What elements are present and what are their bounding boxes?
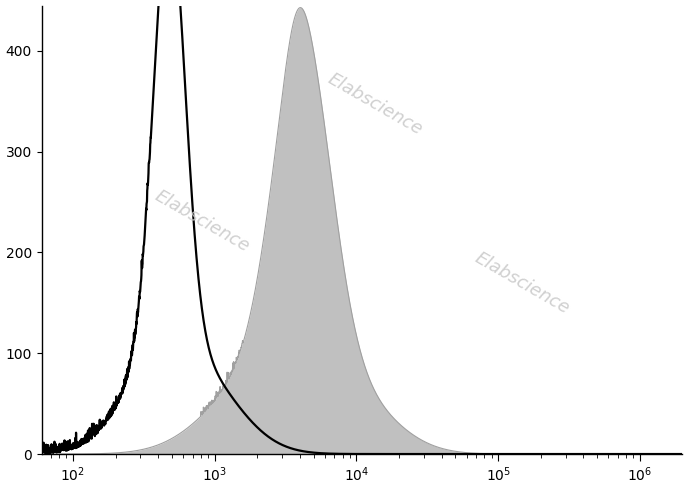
Text: Elabscience: Elabscience (472, 249, 573, 318)
Text: Elabscience: Elabscience (324, 70, 425, 139)
Text: Elabscience: Elabscience (151, 186, 252, 255)
